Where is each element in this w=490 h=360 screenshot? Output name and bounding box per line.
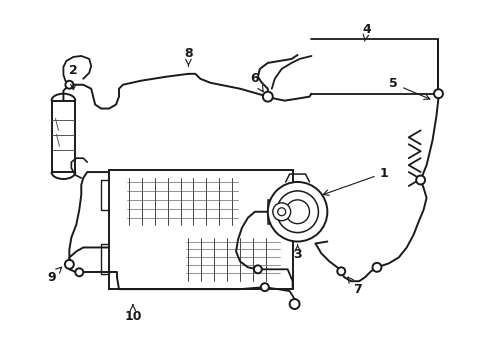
Circle shape (277, 191, 318, 233)
Circle shape (65, 260, 74, 269)
Text: 1: 1 (323, 167, 388, 195)
Text: 9: 9 (47, 267, 62, 284)
Circle shape (337, 267, 345, 275)
Text: 7: 7 (348, 277, 362, 296)
Text: 5: 5 (390, 77, 430, 99)
Circle shape (261, 283, 269, 291)
Text: 4: 4 (363, 23, 371, 41)
Text: 2: 2 (69, 64, 78, 90)
Bar (109, 170, 293, 289)
Circle shape (254, 265, 262, 273)
Bar (51, 100, 75, 172)
Circle shape (416, 176, 425, 184)
Bar (268, 200, 295, 224)
Circle shape (268, 182, 327, 242)
Circle shape (372, 263, 381, 272)
Text: 8: 8 (184, 48, 193, 66)
Text: 3: 3 (294, 245, 302, 261)
Circle shape (263, 92, 273, 102)
Circle shape (278, 208, 286, 216)
Circle shape (290, 299, 299, 309)
Circle shape (434, 89, 443, 98)
Circle shape (273, 203, 291, 221)
Text: 6: 6 (250, 72, 263, 92)
Circle shape (65, 81, 74, 89)
Circle shape (286, 200, 310, 224)
Circle shape (75, 268, 83, 276)
Text: 10: 10 (124, 305, 142, 323)
